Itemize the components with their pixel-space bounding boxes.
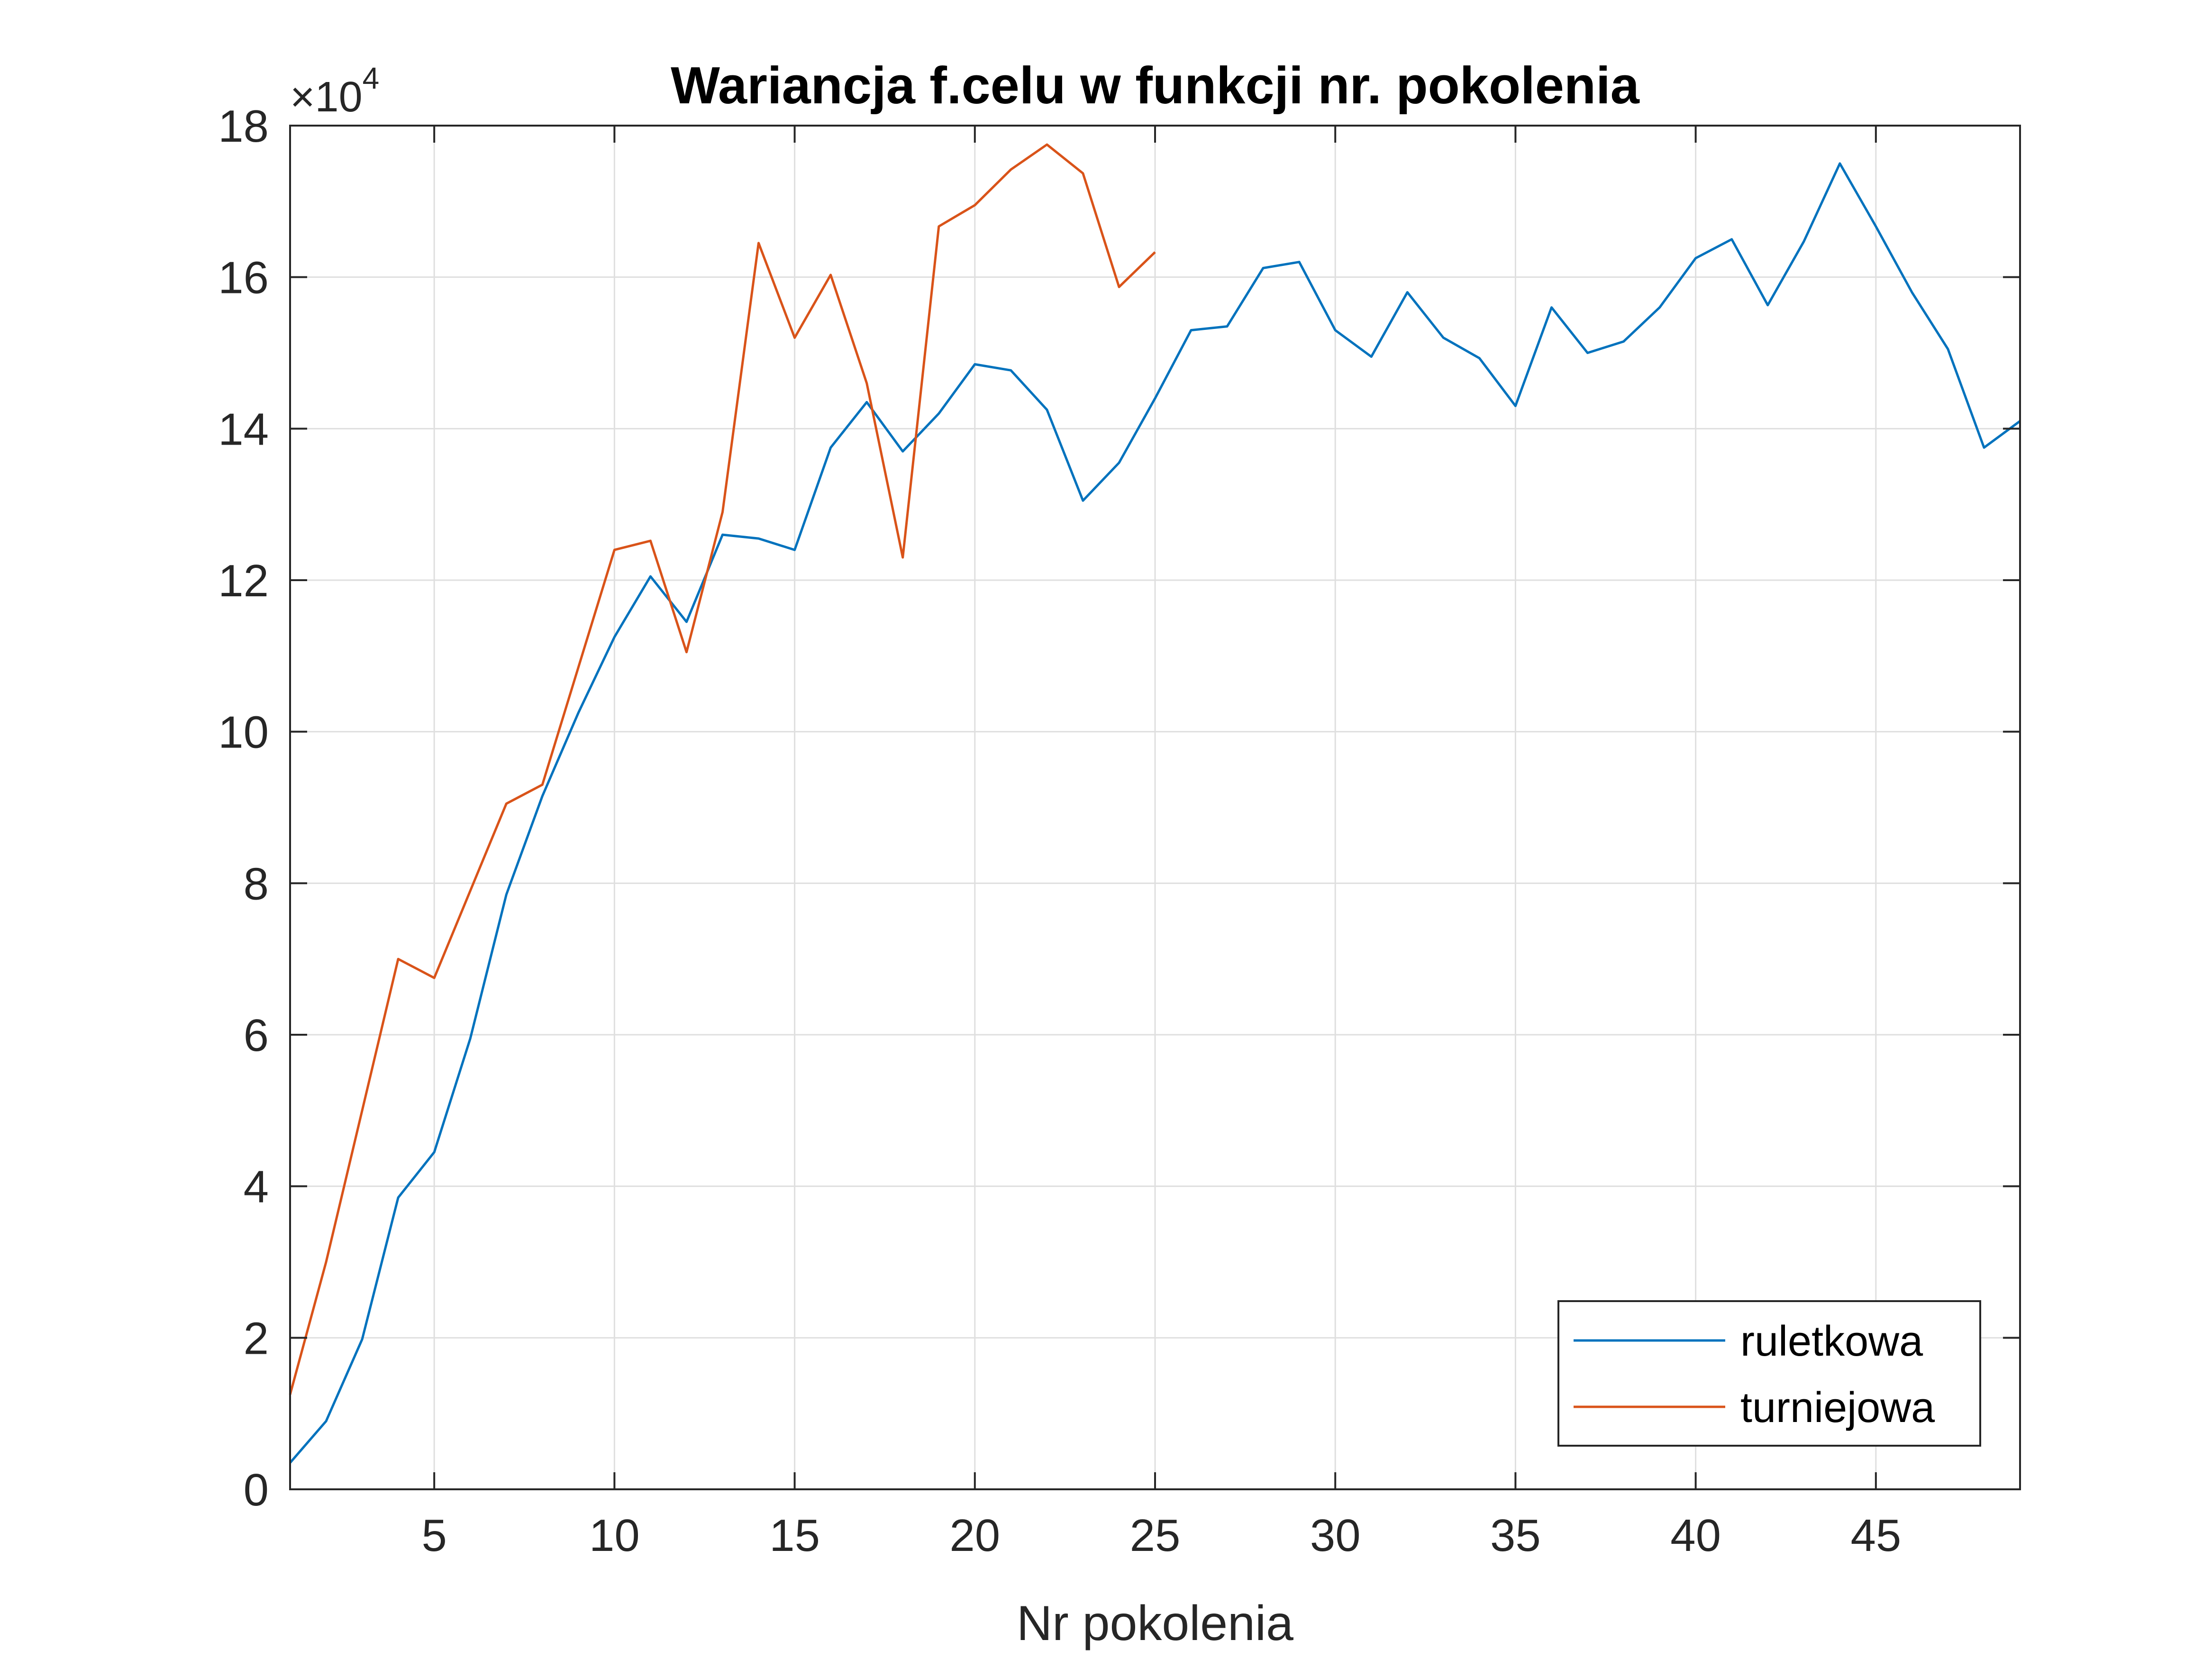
y-tick-label: 4 [244, 1162, 269, 1212]
x-tick-labels: 5 10 15 20 25 30 35 40 45 [421, 1510, 1901, 1561]
x-tick-label: 20 [949, 1510, 1000, 1561]
series-group [289, 143, 2021, 1464]
series-line-turniejowa [289, 143, 1156, 1395]
y-tick-label: 10 [218, 707, 269, 758]
y-tick-label: 6 [244, 1010, 269, 1061]
y-tick-label: 2 [244, 1313, 269, 1364]
y-tick-labels: 0 2 4 6 8 10 12 14 16 18 [218, 101, 269, 1515]
y-tick-label: 0 [244, 1465, 269, 1515]
y-tick-label: 14 [218, 404, 269, 455]
x-tick-label: 10 [589, 1510, 640, 1561]
ticks [290, 125, 2020, 1490]
x-tick-label: 25 [1130, 1510, 1181, 1561]
y-tick-label: 8 [244, 858, 269, 909]
x-tick-label: 5 [421, 1510, 446, 1561]
x-tick-label: 15 [769, 1510, 820, 1561]
x-tick-label: 45 [1850, 1510, 1901, 1561]
x-tick-label: 40 [1670, 1510, 1721, 1561]
y-tick-label: 12 [218, 556, 269, 606]
x-tick-label: 30 [1310, 1510, 1361, 1561]
legend-label-turniejowa: turniejowa [1740, 1384, 1935, 1431]
x-tick-label: 35 [1490, 1510, 1541, 1561]
y-tick-label: 16 [218, 253, 269, 303]
legend: ruletkowa turniejowa [1557, 1300, 1981, 1447]
y-exponent: ×104 [290, 61, 379, 121]
legend-label-ruletkowa: ruletkowa [1740, 1318, 1923, 1365]
y-tick-label: 18 [218, 101, 269, 152]
legend-box [1557, 1300, 1981, 1447]
y-exponent-power: 4 [363, 61, 380, 95]
series-line-ruletkowa [289, 162, 2021, 1464]
x-axis-label: Nr pokolenia [1017, 1596, 1293, 1651]
y-exponent-prefix: ×10 [290, 73, 363, 121]
chart-title: Wariancja f.celu w funkcji nr. pokolenia [671, 56, 1639, 115]
